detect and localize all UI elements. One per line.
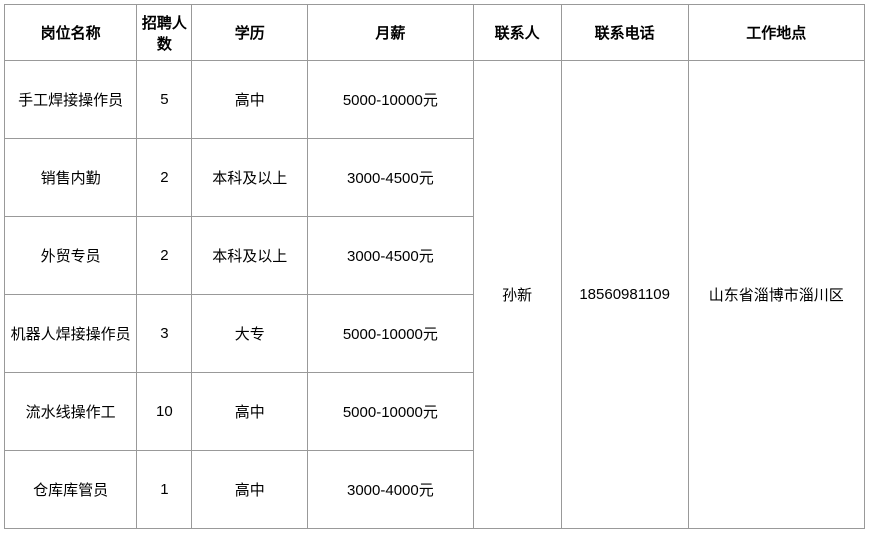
header-position: 岗位名称 [5,5,137,61]
cell-position: 手工焊接操作员 [5,61,137,139]
cell-education: 本科及以上 [192,139,308,217]
cell-count: 1 [137,451,192,529]
cell-position: 销售内勤 [5,139,137,217]
cell-location: 山东省淄博市淄川区 [688,61,864,529]
cell-salary: 3000-4000元 [308,451,473,529]
cell-education: 大专 [192,295,308,373]
header-phone: 联系电话 [561,5,688,61]
cell-position: 流水线操作工 [5,373,137,451]
cell-education: 高中 [192,451,308,529]
cell-count: 5 [137,61,192,139]
cell-education: 高中 [192,373,308,451]
recruitment-table: 岗位名称 招聘人数 学历 月薪 联系人 联系电话 工作地点 手工焊接操作员 5 … [4,4,865,529]
cell-position: 机器人焊接操作员 [5,295,137,373]
header-count: 招聘人数 [137,5,192,61]
cell-contact: 孙新 [473,61,561,529]
header-salary: 月薪 [308,5,473,61]
cell-phone: 18560981109 [561,61,688,529]
cell-salary: 5000-10000元 [308,61,473,139]
cell-salary: 5000-10000元 [308,295,473,373]
cell-position: 外贸专员 [5,217,137,295]
cell-count: 2 [137,139,192,217]
cell-salary: 3000-4500元 [308,217,473,295]
cell-salary: 5000-10000元 [308,373,473,451]
cell-position: 仓库库管员 [5,451,137,529]
table-row: 手工焊接操作员 5 高中 5000-10000元 孙新 18560981109 … [5,61,865,139]
cell-count: 10 [137,373,192,451]
cell-count: 3 [137,295,192,373]
cell-count: 2 [137,217,192,295]
header-location: 工作地点 [688,5,864,61]
table-header-row: 岗位名称 招聘人数 学历 月薪 联系人 联系电话 工作地点 [5,5,865,61]
cell-salary: 3000-4500元 [308,139,473,217]
cell-education: 高中 [192,61,308,139]
cell-education: 本科及以上 [192,217,308,295]
header-education: 学历 [192,5,308,61]
header-contact: 联系人 [473,5,561,61]
